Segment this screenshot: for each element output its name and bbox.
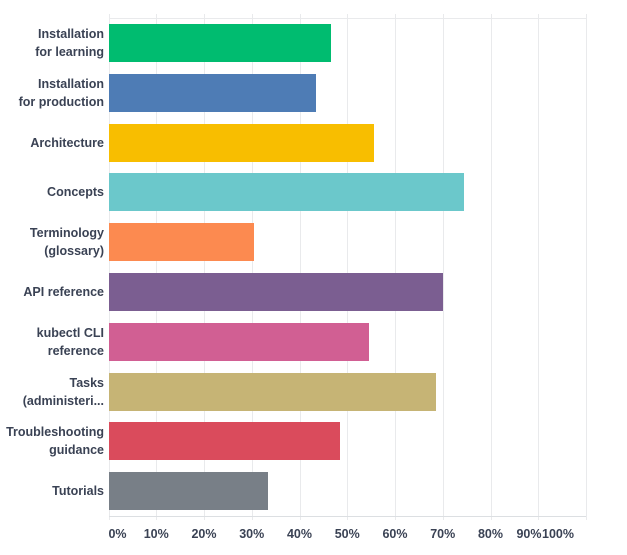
category-label: Tutorials: [0, 472, 104, 510]
gridline: [299, 14, 301, 520]
x-axis-tick-label: 10%: [143, 527, 169, 541]
gridline: [586, 14, 587, 520]
gridline: [156, 14, 158, 520]
x-axis-tick-label: 40%: [286, 527, 313, 541]
category-label: Tasks (administeri...: [0, 373, 104, 411]
bar-Concepts: [108, 173, 465, 212]
category-label-line: kubectl CLI: [36, 325, 104, 340]
bar-Tasks (administeri...: [108, 372, 436, 411]
bar-kubectl CLI reference: [108, 322, 369, 361]
bar-Installation for learning: [108, 24, 331, 62]
gridline: [490, 14, 492, 520]
category-label-line: (glossary): [44, 244, 104, 259]
category-label: Terminology (glossary): [0, 223, 104, 261]
gridline: [251, 14, 253, 520]
gridline: [538, 14, 540, 520]
category-label-line: Terminology: [29, 226, 104, 241]
gridline: [347, 14, 349, 520]
x-axis-tick-label: 60%: [382, 527, 408, 541]
category-label: Troubleshooting guidance: [0, 422, 104, 460]
category-label: Installation for learning: [0, 24, 104, 62]
x-axis-tick-label: 80%: [477, 527, 504, 541]
x-axis-tick-label: 30%: [239, 527, 265, 541]
gridline: [204, 14, 205, 520]
category-label-line: Concepts: [47, 185, 104, 200]
bar-Tutorials: [108, 472, 269, 511]
category-label-line: for production: [18, 94, 104, 109]
category-label: Installation for production: [0, 74, 104, 112]
category-label: API reference: [0, 273, 104, 311]
category-label-line: Installation: [38, 76, 104, 91]
bar-Architecture: [108, 123, 374, 162]
x-axis-tick-label: 20%: [191, 527, 217, 541]
category-label-line: (administeri...: [22, 393, 104, 408]
x-axis-tick-label: 50%: [334, 527, 360, 541]
x-axis-tick-label: 70%: [430, 527, 456, 541]
category-label: Architecture: [0, 124, 104, 162]
category-label-line: Tasks: [69, 375, 104, 390]
category-label-line: Tutorials: [52, 484, 104, 499]
category-label-line: guidance: [49, 443, 104, 458]
category-label-line: for learning: [35, 45, 104, 59]
bar-Installation for production: [108, 73, 317, 112]
x-axis-line: [108, 516, 586, 517]
category-label-line: Installation: [38, 27, 104, 41]
x-axis-tick-label: 100%: [542, 527, 574, 541]
category-label-line: Architecture: [30, 135, 104, 150]
bar-Troubleshooting guidance: [108, 422, 341, 461]
category-label-line: API reference: [23, 285, 104, 299]
x-axis-tick-label: 90%: [516, 527, 542, 541]
gridline: [108, 14, 110, 520]
category-label-line: reference: [47, 343, 104, 358]
gridline: [395, 14, 396, 520]
gridline: [442, 14, 444, 520]
category-label-line: Troubleshooting: [6, 425, 104, 440]
x-axis-tick-label: 0%: [108, 527, 127, 541]
plot-top-border: [108, 18, 586, 19]
category-label: kubectl CLI reference: [0, 323, 104, 361]
category-label: Concepts: [0, 173, 104, 211]
bar-API reference: [108, 273, 443, 311]
bar-Terminology (glossary): [108, 223, 255, 262]
